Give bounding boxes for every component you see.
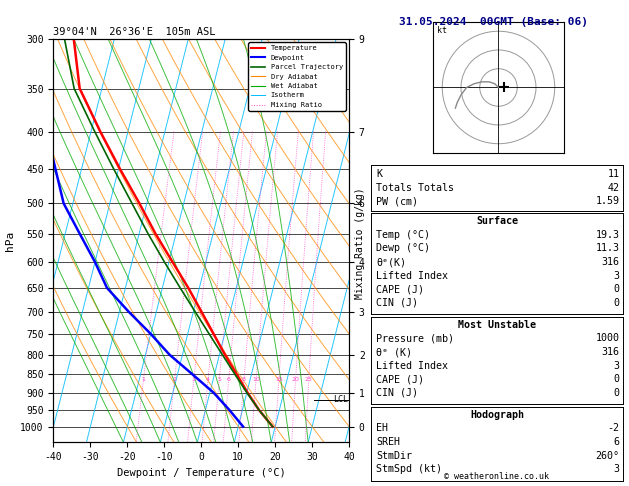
Text: 2: 2 [172, 377, 176, 382]
Text: CAPE (J): CAPE (J) [376, 284, 424, 295]
Text: 3: 3 [613, 464, 620, 474]
Legend: Temperature, Dewpoint, Parcel Trajectory, Dry Adiabat, Wet Adiabat, Isotherm, Mi: Temperature, Dewpoint, Parcel Trajectory… [248, 42, 345, 111]
X-axis label: Dewpoint / Temperature (°C): Dewpoint / Temperature (°C) [117, 468, 286, 478]
Y-axis label: hPa: hPa [4, 230, 14, 251]
Text: 31.05.2024  00GMT (Base: 06): 31.05.2024 00GMT (Base: 06) [399, 17, 588, 27]
Text: LCL: LCL [333, 395, 348, 404]
Text: 3: 3 [613, 361, 620, 371]
Text: CIN (J): CIN (J) [376, 388, 418, 398]
Text: StmDir: StmDir [376, 451, 412, 461]
Text: Lifted Index: Lifted Index [376, 361, 448, 371]
Text: Hodograph: Hodograph [470, 410, 524, 420]
Text: 1: 1 [142, 377, 145, 382]
Text: 316: 316 [601, 257, 620, 267]
Text: kt: kt [437, 26, 447, 35]
Y-axis label: km
ASL: km ASL [381, 230, 399, 251]
Text: 1000: 1000 [596, 333, 620, 344]
Text: 20: 20 [291, 377, 299, 382]
Text: 0: 0 [613, 298, 620, 308]
Text: 0: 0 [613, 284, 620, 295]
Text: EH: EH [376, 423, 388, 434]
Text: © weatheronline.co.uk: © weatheronline.co.uk [445, 472, 549, 481]
Text: 39°04'N  26°36'E  105m ASL: 39°04'N 26°36'E 105m ASL [53, 27, 216, 37]
Text: StmSpd (kt): StmSpd (kt) [376, 464, 442, 474]
Text: 316: 316 [601, 347, 620, 357]
Text: PW (cm): PW (cm) [376, 196, 418, 207]
Text: Lifted Index: Lifted Index [376, 271, 448, 281]
Text: 42: 42 [608, 183, 620, 193]
Text: 4: 4 [206, 377, 210, 382]
Text: CIN (J): CIN (J) [376, 298, 418, 308]
Text: Most Unstable: Most Unstable [458, 320, 536, 330]
Text: 3: 3 [613, 271, 620, 281]
Text: 11.3: 11.3 [596, 243, 620, 254]
Text: 1.59: 1.59 [596, 196, 620, 207]
Text: 0: 0 [613, 388, 620, 398]
Text: Temp (°C): Temp (°C) [376, 230, 430, 240]
Text: -2: -2 [608, 423, 620, 434]
Text: 260°: 260° [596, 451, 620, 461]
Text: CAPE (J): CAPE (J) [376, 374, 424, 384]
Text: Surface: Surface [476, 216, 518, 226]
Text: 10: 10 [252, 377, 260, 382]
Text: 19.3: 19.3 [596, 230, 620, 240]
Text: 0: 0 [613, 374, 620, 384]
Text: Totals Totals: Totals Totals [376, 183, 454, 193]
Text: Pressure (mb): Pressure (mb) [376, 333, 454, 344]
Text: 3: 3 [192, 377, 196, 382]
Text: SREH: SREH [376, 437, 400, 447]
Text: K: K [376, 169, 382, 179]
Text: 11: 11 [608, 169, 620, 179]
Text: Dewp (°C): Dewp (°C) [376, 243, 430, 254]
Text: 15: 15 [275, 377, 282, 382]
Text: 6: 6 [226, 377, 230, 382]
Text: 8: 8 [242, 377, 246, 382]
Text: θᵉ(K): θᵉ(K) [376, 257, 406, 267]
Text: 6: 6 [613, 437, 620, 447]
Text: 25: 25 [304, 377, 313, 382]
Text: θᵉ (K): θᵉ (K) [376, 347, 412, 357]
Text: Mixing Ratio (g/kg): Mixing Ratio (g/kg) [355, 187, 365, 299]
Text: 5: 5 [217, 377, 221, 382]
